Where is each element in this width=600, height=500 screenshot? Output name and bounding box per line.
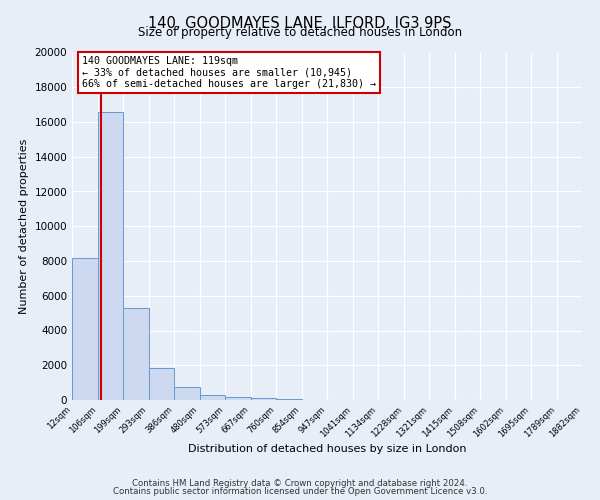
Y-axis label: Number of detached properties: Number of detached properties: [19, 138, 29, 314]
Text: Contains HM Land Registry data © Crown copyright and database right 2024.: Contains HM Land Registry data © Crown c…: [132, 479, 468, 488]
Bar: [251, 398, 276, 400]
Bar: [149, 368, 174, 400]
Bar: [72, 258, 98, 400]
Text: 140 GOODMAYES LANE: 119sqm
← 33% of detached houses are smaller (10,945)
66% of : 140 GOODMAYES LANE: 119sqm ← 33% of deta…: [82, 56, 376, 89]
Bar: [98, 112, 123, 400]
Bar: [276, 399, 302, 400]
Bar: [225, 397, 251, 400]
Bar: [174, 387, 200, 400]
Text: Contains public sector information licensed under the Open Government Licence v3: Contains public sector information licen…: [113, 487, 487, 496]
Bar: [123, 308, 149, 400]
X-axis label: Distribution of detached houses by size in London: Distribution of detached houses by size …: [188, 444, 466, 454]
Text: 140, GOODMAYES LANE, ILFORD, IG3 9PS: 140, GOODMAYES LANE, ILFORD, IG3 9PS: [148, 16, 452, 31]
Bar: [200, 395, 225, 400]
Text: Size of property relative to detached houses in London: Size of property relative to detached ho…: [138, 26, 462, 39]
